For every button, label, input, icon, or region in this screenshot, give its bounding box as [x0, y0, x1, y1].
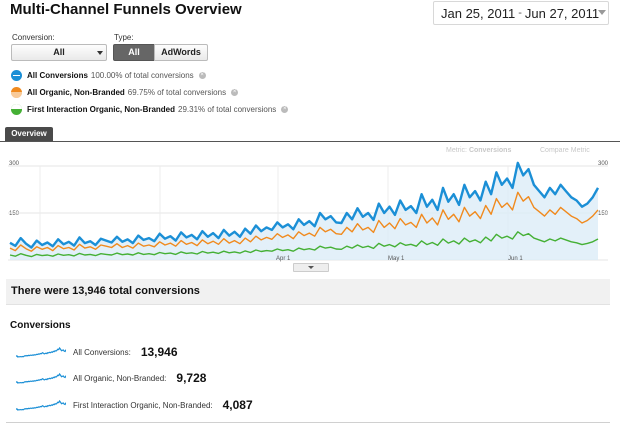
type-label: Type:: [114, 33, 134, 42]
segment-percentage: 69.75% of total conversions: [127, 87, 227, 97]
conversion-row-label: All Organic, Non-Branded:: [73, 373, 167, 383]
conversions-heading: Conversions: [10, 320, 71, 331]
sparkline-path: [16, 372, 66, 384]
chart-range-slider[interactable]: [293, 263, 329, 272]
sparkline-path: [16, 346, 66, 358]
remove-segment-icon[interactable]: ×: [198, 71, 206, 79]
segment-blue-icon: [11, 69, 22, 81]
area-all-conversions: [10, 162, 598, 260]
conversion-row: All Conversions: 13,946: [16, 344, 178, 360]
segment-percentage: 100.00% of total conversions: [90, 70, 194, 80]
triangle-down-icon: [308, 266, 314, 269]
date-separator: -: [518, 7, 522, 19]
conversion-row: All Organic, Non-Branded: 9,728: [16, 370, 206, 386]
metric-value: Conversions: [468, 147, 512, 154]
conversion-select-value: All: [53, 47, 65, 57]
tab-overview[interactable]: Overview: [5, 127, 53, 141]
total-conversions-summary: There were 13,946 total conversions: [6, 279, 610, 305]
conversions-line-chart[interactable]: Apr 1 May 1 Jun 1: [8, 160, 608, 264]
dropdown-arrow-icon: [97, 51, 103, 55]
type-all-button[interactable]: All: [113, 44, 155, 61]
segment-organic-non-branded[interactable]: All Organic, Non-Branded 69.75% of total…: [11, 86, 239, 98]
segment-green-icon: [11, 103, 22, 115]
conversion-row-value: 13,946: [140, 345, 178, 359]
tab-divider: [0, 141, 620, 142]
x-tick-label: Jun 1: [508, 256, 523, 262]
series-line-1: [9, 191, 599, 252]
y-tick-right-300: 300: [598, 161, 609, 167]
y-tick-left-300: 300: [9, 161, 20, 167]
metric-label: Metric:: [446, 147, 467, 154]
sparkline-organic-non-branded: [16, 372, 66, 384]
sparkline-path: [16, 399, 66, 411]
conversion-row-label: First Interaction Organic, Non-Branded:: [73, 400, 213, 410]
series-line-2: [9, 231, 599, 258]
page-title: Multi-Channel Funnels Overview: [10, 1, 242, 18]
compare-metric-button[interactable]: Compare Metric: [540, 147, 590, 154]
segment-percentage: 29.31% of total conversions: [178, 104, 277, 114]
y-tick-left-150: 150: [9, 211, 20, 217]
conversion-row: First Interaction Organic, Non-Branded: …: [16, 397, 253, 413]
y-tick-right-150: 150: [598, 211, 609, 217]
remove-segment-icon[interactable]: ×: [281, 105, 289, 113]
date-range-picker[interactable]: Jan 25, 2011 - Jun 27, 2011: [433, 1, 609, 25]
remove-segment-icon[interactable]: ×: [231, 88, 239, 96]
conversion-row-value: 9,728: [176, 371, 207, 385]
x-tick-label: May 1: [388, 256, 405, 262]
conversion-row-value: 4,087: [222, 398, 253, 412]
x-tick-label: Apr 1: [276, 256, 291, 262]
sparkline-all-conversions: [16, 346, 66, 358]
conversion-row-label: All Conversions:: [73, 347, 131, 357]
series-line-0: [9, 161, 600, 249]
segment-orange-icon: [11, 86, 22, 98]
segment-name: All Conversions: [27, 70, 88, 80]
sparkline-first-interaction-organic: [16, 399, 66, 411]
chevron-down-icon[interactable]: [598, 10, 606, 15]
segment-all-conversions[interactable]: All Conversions 100.00% of total convers…: [11, 69, 206, 81]
segment-name: All Organic, Non-Branded: [27, 87, 125, 97]
conversion-select[interactable]: All: [11, 44, 107, 61]
conversion-label: Conversion:: [12, 33, 55, 42]
bottom-divider: [6, 422, 610, 423]
type-adwords-button[interactable]: AdWords: [154, 44, 208, 61]
segment-name: First Interaction Organic, Non-Branded: [27, 104, 176, 114]
segment-first-interaction-organic[interactable]: First Interaction Organic, Non-Branded 2…: [11, 103, 289, 115]
date-end: Jun 27, 2011: [524, 5, 600, 21]
date-start: Jan 25, 2011: [441, 5, 516, 21]
metric-selector[interactable]: Metric: Conversions: [446, 147, 511, 154]
summary-text: There were 13,946 total conversions: [11, 285, 200, 297]
